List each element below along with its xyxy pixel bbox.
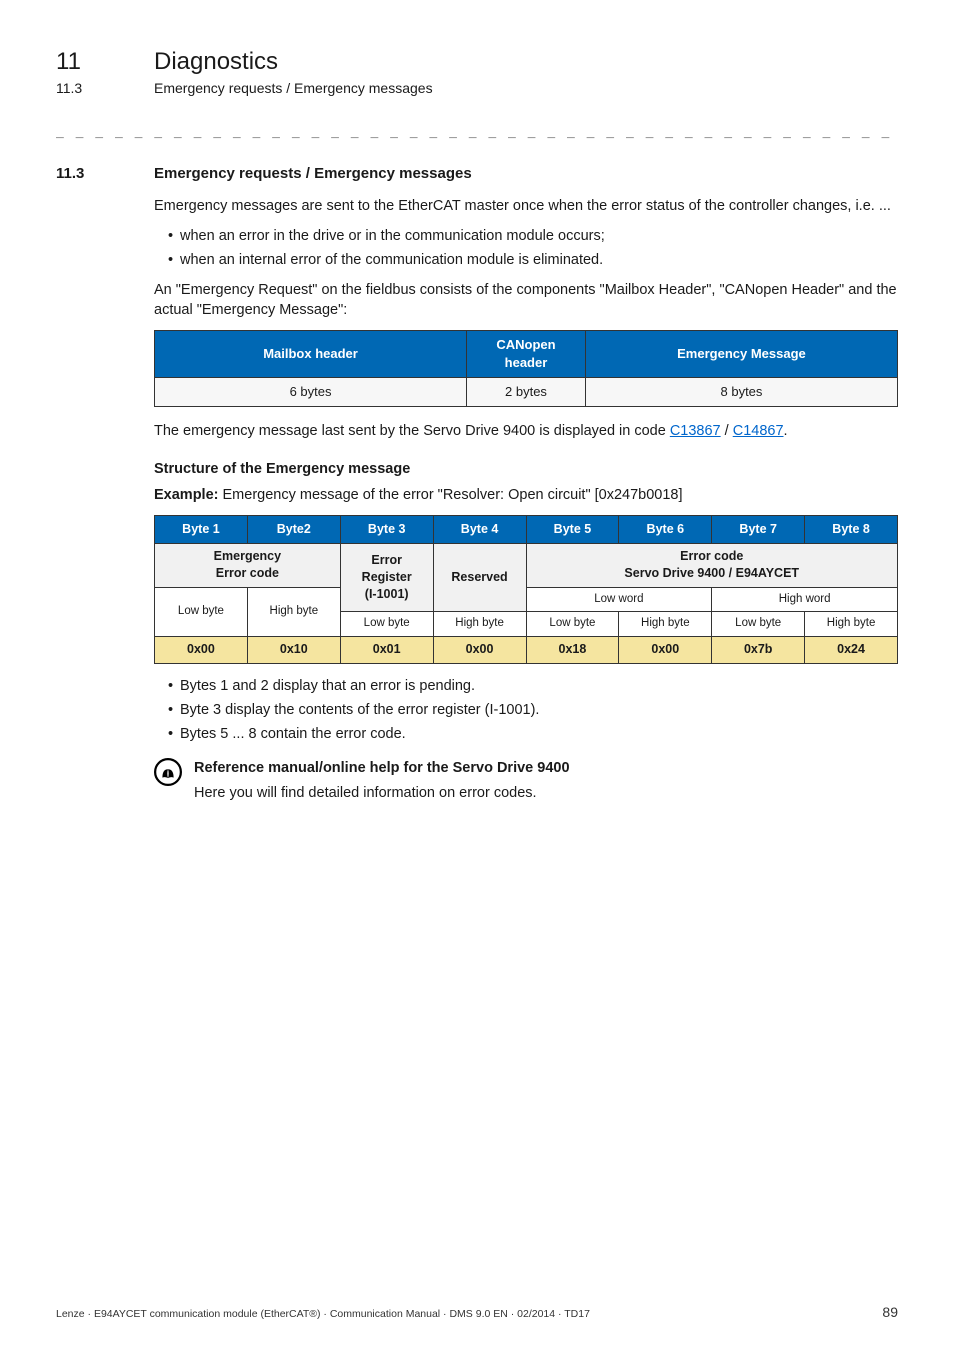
table-cell: High byte (433, 612, 526, 637)
table-header: Byte 1 (155, 515, 248, 543)
table-cell: High byte (619, 612, 712, 637)
subchapter-number: 11.3 (56, 80, 116, 96)
reference-title: Reference manual/online help for the Ser… (194, 758, 570, 779)
table-header: Byte2 (247, 515, 340, 543)
table-cell: 0x24 (805, 637, 898, 663)
paragraph: The emergency message last sent by the S… (154, 421, 898, 441)
text-span: Emergency message of the error "Resolver… (223, 487, 683, 503)
reference-text: Here you will find detailed information … (194, 785, 537, 801)
table-cell: 0x01 (340, 637, 433, 663)
table-header: CANopen header (467, 331, 586, 378)
table-cell: Emergency Error code (155, 544, 341, 588)
table-cell: 0x10 (247, 637, 340, 663)
table-cell: Low word (526, 587, 712, 612)
book-icon (154, 758, 182, 786)
paragraph: Example: Emergency message of the error … (154, 485, 898, 505)
table-cell: 0x00 (433, 637, 526, 663)
table-cell: Low byte (155, 587, 248, 637)
section-number: 11.3 (56, 165, 116, 182)
list-item: Bytes 1 and 2 display that an error is p… (168, 676, 898, 696)
table-header: Byte 3 (340, 515, 433, 543)
code-link[interactable]: C13867 (670, 423, 721, 439)
emergency-message-table: Byte 1 Byte2 Byte 3 Byte 4 Byte 5 Byte 6… (154, 515, 898, 664)
table-cell: 6 bytes (155, 377, 467, 406)
paragraph: Emergency messages are sent to the Ether… (154, 196, 898, 216)
list-item: when an internal error of the communicat… (168, 250, 898, 270)
list-item: Bytes 5 ... 8 contain the error code. (168, 724, 898, 744)
table-header: Mailbox header (155, 331, 467, 378)
code-link[interactable]: C14867 (733, 423, 784, 439)
page-number: 89 (882, 1304, 898, 1320)
chapter-number: 11 (56, 48, 116, 76)
footer-text: Lenze · E94AYCET communication module (E… (56, 1308, 590, 1320)
list-item: Byte 3 display the contents of the error… (168, 700, 898, 720)
table-header: Byte 5 (526, 515, 619, 543)
table-cell: 0x00 (155, 637, 248, 663)
table-header: Byte 6 (619, 515, 712, 543)
table-cell: 0x00 (619, 637, 712, 663)
chapter-title: Diagnostics (154, 48, 278, 76)
sub-heading: Structure of the Emergency message (154, 459, 898, 479)
table-header: Byte 4 (433, 515, 526, 543)
table-cell: Error Register (I-1001) (340, 544, 433, 612)
text-span: . (784, 423, 788, 439)
table-cell: High byte (247, 587, 340, 637)
table-cell: High byte (805, 612, 898, 637)
table-cell: Reserved (433, 544, 526, 612)
table-header: Byte 7 (712, 515, 805, 543)
table-cell: Error code Servo Drive 9400 / E94AYCET (526, 544, 898, 588)
text-span: The emergency message last sent by the S… (154, 423, 670, 439)
table-cell: 8 bytes (585, 377, 897, 406)
table-cell: Low byte (340, 612, 433, 637)
text-span: / (721, 423, 733, 439)
example-label: Example: (154, 487, 223, 503)
table-cell: Low byte (526, 612, 619, 637)
mailbox-header-table: Mailbox header CANopen header Emergency … (154, 330, 898, 407)
table-cell: Low byte (712, 612, 805, 637)
table-cell: High word (712, 587, 898, 612)
subchapter-title: Emergency requests / Emergency messages (154, 80, 433, 96)
table-header: Byte 8 (805, 515, 898, 543)
list-item: when an error in the drive or in the com… (168, 226, 898, 246)
dashed-divider: _ _ _ _ _ _ _ _ _ _ _ _ _ _ _ _ _ _ _ _ … (56, 124, 898, 139)
table-cell: 2 bytes (467, 377, 586, 406)
section-title: Emergency requests / Emergency messages (154, 165, 472, 182)
paragraph: An "Emergency Request" on the fieldbus c… (154, 280, 898, 320)
table-header: Emergency Message (585, 331, 897, 378)
table-cell: 0x18 (526, 637, 619, 663)
table-cell: 0x7b (712, 637, 805, 663)
